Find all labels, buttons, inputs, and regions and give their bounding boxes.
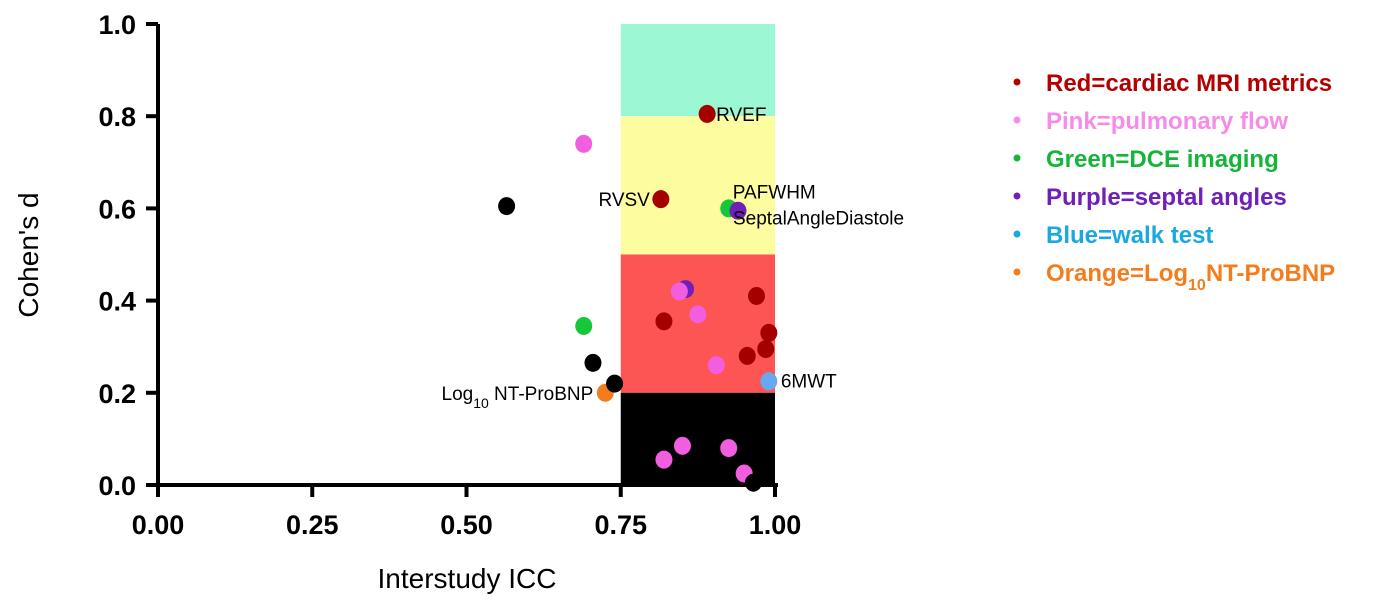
point-black [606, 374, 624, 393]
point-pink [575, 134, 593, 153]
point-black [744, 473, 762, 492]
y-axis-title: Cohen's d [13, 192, 44, 317]
x-tick-label: 0.00 [132, 510, 185, 540]
legend-entry: Green=DCE imaging [1046, 146, 1279, 173]
legend-entry: Pink=pulmonary flow [1046, 108, 1288, 135]
y-tick-label: 0.8 [98, 102, 136, 132]
point-black [498, 197, 516, 216]
point-label: RVEF [716, 105, 766, 126]
legend-entry: Blue=walk test [1046, 222, 1213, 249]
point-red [652, 190, 670, 209]
point-pink [673, 436, 691, 455]
point-purple [729, 201, 747, 220]
x-tick-label: 1.00 [749, 510, 802, 540]
point-pink [689, 305, 707, 324]
legend-marker [1013, 192, 1021, 200]
point-label: PAFWHM [733, 182, 816, 203]
x-tick-label: 0.25 [286, 510, 339, 540]
legend-entry: Red=cardiac MRI metrics [1046, 70, 1332, 97]
legend-marker [1013, 154, 1021, 162]
legend-entry: Purple=septal angles [1046, 184, 1287, 211]
legend: Red=cardiac MRI metrics Pink=pulmonary fl… [1013, 70, 1335, 294]
y-tick-label: 0.6 [98, 194, 136, 224]
point-label: RVSV [598, 190, 650, 211]
band-2 [620, 254, 775, 393]
legend-marker [1013, 268, 1021, 276]
x-tick-label: 0.50 [440, 510, 493, 540]
point-pink [707, 356, 725, 375]
legend-marker [1013, 78, 1021, 86]
point-blue [760, 372, 778, 391]
point-pink [720, 439, 738, 458]
y-tick-label: 0.0 [98, 471, 136, 501]
point-red [655, 312, 673, 331]
point-label: SeptalAngleDiastole [733, 209, 904, 230]
y-ticks: 0.0 0.2 0.4 0.6 0.8 1.0 [98, 10, 158, 501]
point-black [584, 353, 602, 372]
legend-marker [1013, 230, 1021, 238]
point-pink [655, 450, 673, 469]
point-red [738, 346, 756, 365]
point-red [747, 286, 765, 305]
point-red [757, 340, 775, 359]
point-red [760, 323, 778, 342]
point-green [575, 316, 593, 335]
legend-entry: Orange=Log10NT-ProBNP [1046, 260, 1335, 294]
x-tick-label: 0.75 [594, 510, 647, 540]
legend-marker [1013, 116, 1021, 124]
y-tick-label: 0.4 [98, 287, 136, 317]
data-points [498, 104, 778, 492]
point-red [698, 104, 716, 123]
band-0 [620, 24, 775, 117]
y-tick-label: 0.2 [98, 379, 136, 409]
y-tick-label: 1.0 [98, 10, 136, 40]
band-1 [620, 116, 775, 255]
point-pink [670, 282, 688, 301]
x-axis-title: Interstudy ICC [378, 563, 557, 594]
point-labels: RVEF RVSV PAFWHM SeptalAngleDiastole 6MWT Log… [442, 105, 905, 411]
x-ticks: 0.00 0.25 0.50 0.75 1.00 [132, 485, 802, 540]
icc-bands [620, 24, 775, 485]
point-label: Log10 NT-ProBNP [442, 384, 594, 411]
point-label: 6MWT [781, 371, 837, 392]
